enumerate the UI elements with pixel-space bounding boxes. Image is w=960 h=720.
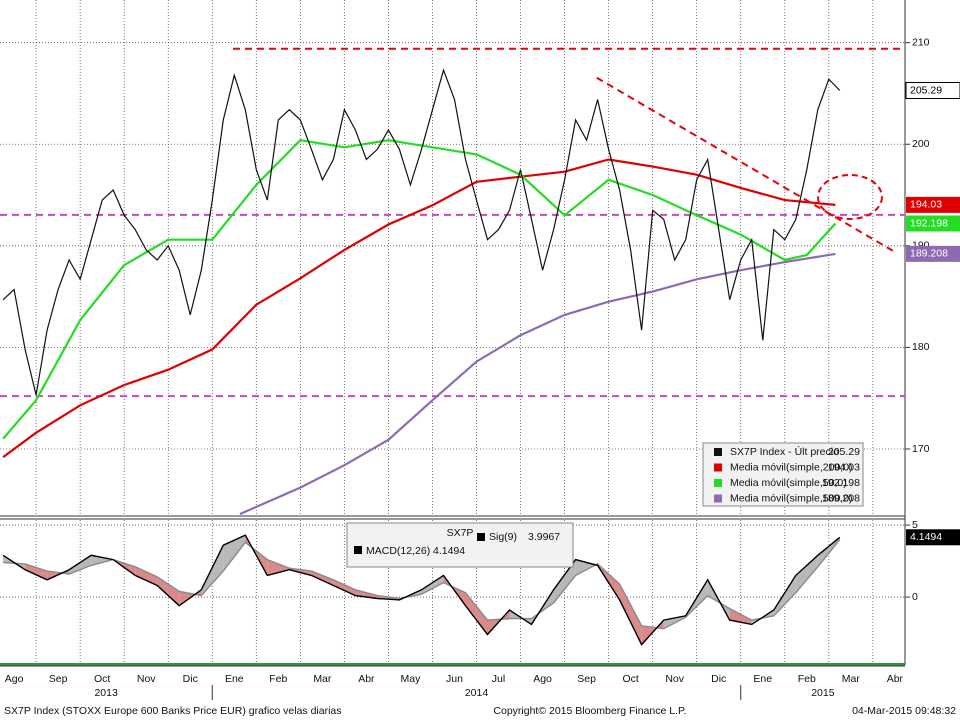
value-box-label: 189.208 [910, 248, 948, 260]
x-tick-label: Abr [358, 673, 375, 685]
plot-area [0, 47, 905, 515]
trend-line [596, 76, 896, 253]
value-box [906, 529, 960, 546]
moving-average [2, 158, 836, 458]
legend-label: Media móvil(simple,500,0) [730, 492, 853, 504]
year-label: 2014 [465, 687, 489, 699]
x-tick-label: Oct [94, 673, 110, 685]
macd-fill [179, 589, 202, 606]
macd-fill [553, 559, 576, 603]
legend-marker [714, 494, 722, 503]
x-tick-label: Feb [798, 673, 816, 685]
legend-label: MACD(12,26) [366, 545, 430, 557]
footer-right: 04-Mar-2015 09:48:32 [852, 705, 956, 717]
y-tick-label: 180 [912, 341, 930, 353]
x-tick-label: Mar [842, 673, 861, 685]
macd-fill [773, 575, 796, 616]
legend-box [346, 522, 574, 568]
legend-label: Media móvil(simple,50,0) [730, 477, 847, 489]
x-tick-label: May [401, 673, 422, 685]
legend-label: Sig(9) [489, 531, 517, 543]
legend-box [702, 442, 864, 507]
x-tick-label: Ago [5, 673, 24, 685]
y-tick-label: 170 [912, 443, 930, 455]
x-tick-label: Sep [577, 673, 596, 685]
macd-line [2, 534, 841, 646]
y-tick-label: 200 [912, 138, 930, 150]
year-label: 2013 [94, 687, 118, 699]
value-box [906, 215, 960, 232]
y-tick-label: 210 [912, 36, 930, 48]
value-box-label: 192.198 [910, 217, 948, 229]
y-tick-label: 5 [912, 519, 918, 531]
value-box [906, 196, 960, 213]
legend-value: 205.29 [828, 446, 860, 458]
x-tick-label: Mar [313, 673, 332, 685]
footer-left: SX7P Index (STOXX Europe 600 Banks Price… [4, 705, 342, 717]
legend-marker [714, 479, 722, 487]
value-box [906, 245, 960, 262]
legend-value: 189.208 [822, 492, 860, 504]
legend-value: 192.198 [822, 477, 860, 489]
legend-marker [354, 546, 362, 554]
macd-fill [311, 571, 334, 586]
legend-label: SX7P Index - Últ precio [730, 445, 839, 458]
legend-marker [477, 533, 485, 541]
footer-center: Copyright© 2015 Bloomberg Finance L.P. [493, 705, 686, 717]
macd-fill [465, 592, 488, 635]
year-label: 2015 [811, 687, 835, 699]
x-tick-label: Oct [622, 673, 638, 685]
macd-fill [157, 576, 180, 606]
legend-value: 4.1494 [433, 545, 465, 557]
axis-bar [0, 663, 905, 666]
value-box-label: 4.1494 [910, 531, 942, 543]
macd-fill [333, 579, 356, 596]
macd-fill [25, 563, 48, 580]
legend-marker [714, 463, 722, 472]
macd-fill [267, 559, 290, 576]
value-box-label: 205.29 [910, 84, 942, 96]
x-tick-label: Jun [446, 673, 463, 685]
price-line [2, 68, 841, 396]
macd-fill [223, 535, 246, 572]
x-tick-label: Sep [49, 673, 68, 685]
x-tick-label: Ene [753, 673, 772, 685]
macd-fill [619, 584, 642, 645]
moving-average [2, 139, 837, 440]
macd-fill [795, 555, 818, 593]
x-tick-label: Nov [137, 673, 156, 685]
x-tick-label: Abr [887, 673, 904, 685]
legend-value: 3.9967 [528, 531, 560, 543]
plot-layer [0, 0, 905, 663]
x-tick-label: Nov [665, 673, 684, 685]
legend-label: Media móvil(simple,200,0) [730, 461, 853, 473]
macd-fill [135, 566, 158, 586]
macd-fill [91, 555, 114, 566]
value-box [905, 82, 960, 100]
legend-title: SX7P [447, 527, 474, 539]
legend-value: 194.03 [828, 461, 860, 473]
macd-fill [729, 608, 752, 625]
x-tick-label: Dic [183, 673, 198, 685]
macd-fill [575, 559, 598, 576]
macd-fill [641, 620, 664, 645]
macd-fill [69, 555, 92, 575]
highlight-circle [817, 174, 883, 220]
x-tick-label: Dic [711, 673, 726, 685]
value-box-label: 194.03 [910, 199, 942, 211]
macd-fill [421, 575, 444, 595]
y-tick-label: 0 [912, 591, 918, 603]
x-tick-label: Ene [225, 673, 244, 685]
x-tick-label: Ago [533, 673, 552, 685]
signal-line [3, 539, 841, 630]
plot-area [2, 534, 841, 646]
x-tick-label: Jul [492, 673, 505, 685]
legend-marker [714, 448, 722, 456]
x-tick-label: Feb [269, 673, 287, 685]
